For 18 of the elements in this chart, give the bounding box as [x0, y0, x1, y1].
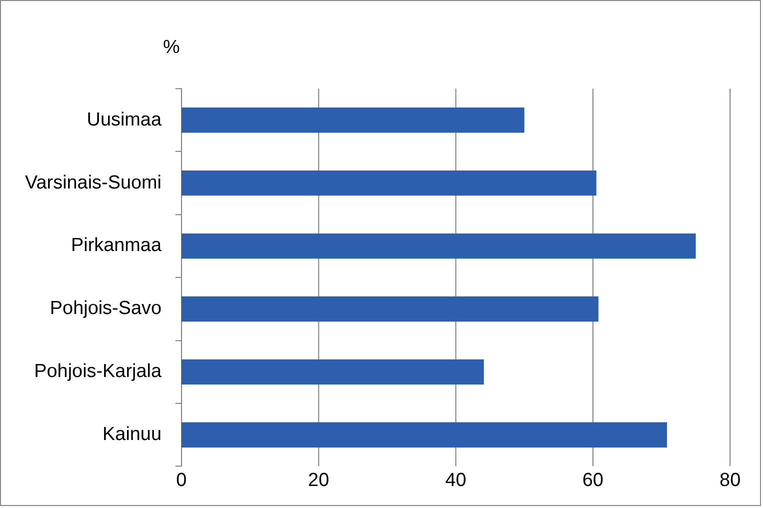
y-tick-label: Pirkanmaa	[70, 235, 162, 256]
y-tick-label: Kainuu	[102, 424, 162, 446]
x-tick-label: 60	[582, 470, 604, 491]
y-tick-label: Uusimaa	[86, 109, 162, 130]
x-tick-label: 40	[445, 470, 466, 491]
x-axis-title: %	[163, 37, 180, 58]
bar	[181, 296, 598, 322]
y-tick-label: Varsinais-Suomi	[25, 172, 162, 194]
y-tick-label: Pohjois-Karjala	[34, 361, 162, 382]
y-tick-label: Pohjois-Savo	[50, 298, 162, 320]
bar	[181, 233, 696, 259]
x-tick-label: 20	[308, 470, 330, 491]
x-tick-label: 80	[720, 470, 741, 491]
bar	[181, 422, 667, 448]
bar	[181, 170, 596, 196]
bar	[181, 359, 484, 385]
x-tick-label: 0	[176, 470, 187, 491]
bar	[181, 108, 524, 133]
